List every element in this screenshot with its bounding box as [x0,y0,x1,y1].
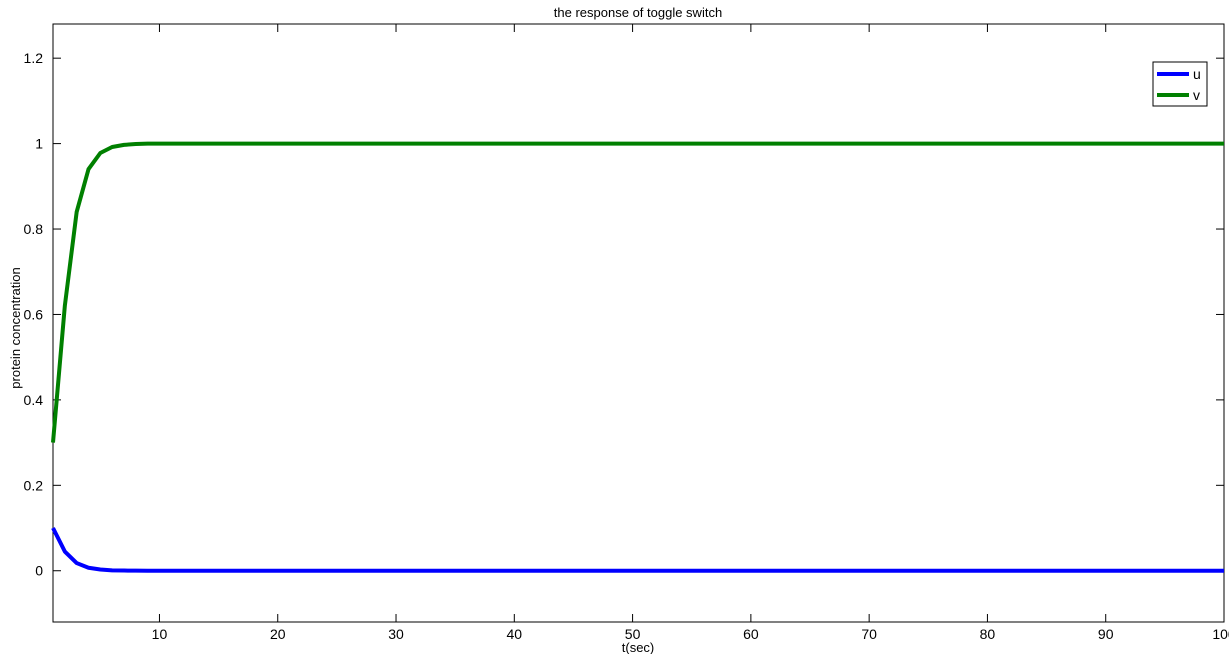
y-tick-label: 1 [35,136,43,152]
y-tick-label: 1.2 [24,50,44,66]
y-tick-label: 0.4 [24,392,44,408]
x-tick-label: 40 [507,626,523,642]
y-tick-label: 0 [35,563,43,579]
x-tick-label: 30 [388,626,404,642]
x-tick-label: 90 [1098,626,1114,642]
chart-title: the response of toggle switch [554,5,722,20]
y-axis-label: protein concentration [8,267,23,388]
legend-label-u: u [1193,66,1201,82]
legend: uv [1152,61,1208,107]
x-axis-label: t(sec) [622,640,655,654]
x-tick-label: 50 [625,626,641,642]
legend-label-v: v [1193,87,1200,103]
x-tick-label: 60 [743,626,759,642]
y-tick-label: 0.2 [24,477,44,493]
x-tick-label: 80 [980,626,996,642]
axis-ticks: 10 20 30 40 50 60 70 80 90 100 0 0.2 0.4 0.6 0.8 1 1.2 [24,24,1229,642]
x-tick-label: 100 [1212,626,1229,642]
x-tick-label: 10 [152,626,168,642]
plot-area [52,23,1225,623]
series-line-v [51,141,1224,443]
legend-box [1152,61,1208,107]
series-lines [51,141,1224,573]
series-line-u [51,527,1224,573]
y-tick-label: 0.6 [24,306,44,322]
y-tick-label: 0.8 [24,221,44,237]
x-tick-label: 70 [861,626,877,642]
x-tick-label: 20 [270,626,286,642]
